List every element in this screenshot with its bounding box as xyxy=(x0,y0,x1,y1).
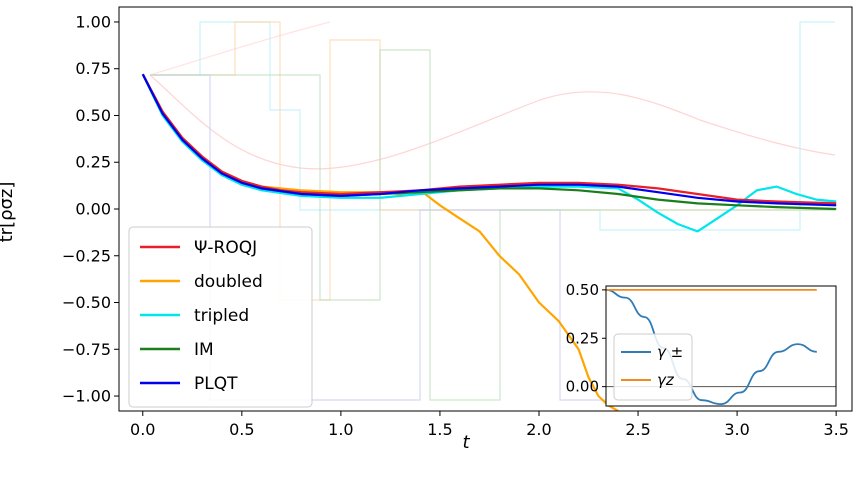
inset-legend: γ ± γz xyxy=(613,333,693,401)
y-tick-label: −1.00 xyxy=(62,387,111,406)
inset-y-tick-label: 0.00 xyxy=(566,378,599,396)
x-tick-label: 1.0 xyxy=(328,420,353,439)
y-tick-label: 0.50 xyxy=(75,106,111,125)
inset-y-tick-label: 0.25 xyxy=(566,329,599,347)
y-tick-label: −0.25 xyxy=(62,246,111,265)
inset-frame xyxy=(605,285,837,407)
y-tick-label: 0.00 xyxy=(75,200,111,219)
legend-label: doubled xyxy=(194,272,263,292)
series-line-tripled xyxy=(141,73,837,233)
x-tick-label: 0.0 xyxy=(130,420,155,439)
x-tick-label: 2.5 xyxy=(625,420,650,439)
faint-trajectory xyxy=(149,21,331,76)
faint-trajectory xyxy=(150,74,835,401)
faint-trajectory xyxy=(150,49,835,401)
inset-legend-box xyxy=(613,333,693,401)
x-tick-label: 2.0 xyxy=(526,420,551,439)
y-tick-label: 1.00 xyxy=(75,12,111,31)
inset-legend-label: γz xyxy=(657,371,675,389)
y-tick-label: −0.50 xyxy=(62,293,111,312)
x-tick-label: 3.5 xyxy=(823,420,848,439)
x-tick-label: 1.5 xyxy=(427,420,452,439)
inset-series-line xyxy=(606,289,817,406)
x-tick-label: 3.0 xyxy=(724,420,749,439)
y-tick-label: −0.75 xyxy=(62,340,111,359)
y-tick-label: 0.75 xyxy=(75,59,111,78)
faint-trajectory xyxy=(149,74,836,170)
x-axis-label: t xyxy=(462,432,470,453)
legend: Ψ-ROQJ doubled tripled IM PLQT xyxy=(128,226,313,408)
inset-chart: 0.00 0.25 0.50 γ ± γz xyxy=(566,281,837,407)
x-tick-label: 0.5 xyxy=(229,420,254,439)
inset-legend-label: γ ± xyxy=(657,343,683,361)
y-tick-label: 0.25 xyxy=(75,153,111,172)
inset-y-tick-label: 0.50 xyxy=(566,281,599,299)
legend-label: tripled xyxy=(194,306,249,326)
legend-label: PLQT xyxy=(194,374,238,394)
legend-label: IM xyxy=(194,340,214,360)
y-axis-label: tr[ρσz] xyxy=(0,182,17,243)
legend-label: Ψ-ROQJ xyxy=(194,238,257,258)
series-line-plqt xyxy=(141,73,837,207)
legend-box xyxy=(128,226,313,408)
